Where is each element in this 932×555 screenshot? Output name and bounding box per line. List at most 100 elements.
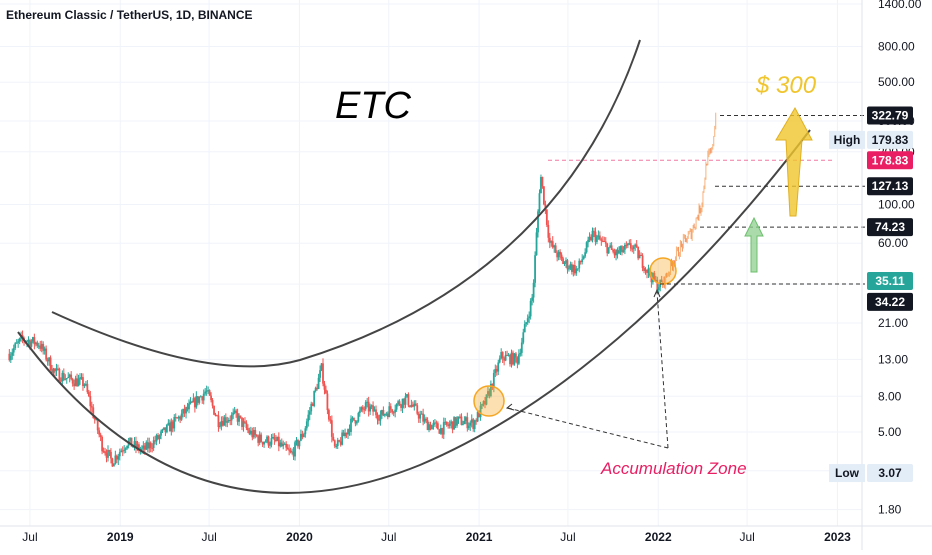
level-value-box — [867, 130, 913, 149]
y-tick-label: 500.00 — [878, 75, 915, 89]
candle-body — [307, 414, 310, 422]
candle-body — [581, 259, 584, 263]
level-value-box — [867, 218, 913, 237]
candle-body — [34, 342, 37, 345]
candle-body — [11, 352, 14, 356]
candle-body — [176, 417, 179, 419]
candle-body — [314, 387, 317, 392]
candle-body — [618, 250, 620, 254]
candle-body — [323, 383, 326, 390]
candle-body — [335, 445, 338, 447]
candle-body — [61, 372, 64, 382]
candle-body — [129, 437, 131, 441]
price-level-label: 178.83 — [867, 151, 913, 170]
candle-body — [557, 251, 560, 258]
candle-body — [426, 420, 429, 431]
candle-body — [438, 429, 441, 434]
candle-body — [414, 403, 417, 406]
candle-body — [254, 430, 257, 435]
projection — [662, 112, 717, 290]
candle-body — [538, 193, 541, 212]
candle-body — [110, 451, 112, 459]
arrow-head — [505, 403, 515, 411]
candle-body — [469, 422, 472, 426]
candle-body — [286, 447, 289, 450]
candle-body — [244, 421, 246, 423]
candle-body — [512, 352, 514, 365]
candle-body — [613, 251, 616, 256]
candle-body — [401, 398, 404, 408]
candle-body — [273, 436, 276, 440]
candle-body — [26, 341, 28, 343]
candle-body — [345, 432, 348, 435]
candle-body — [540, 176, 542, 194]
candle-body — [441, 428, 444, 435]
candle-body — [576, 268, 579, 270]
candle-body — [55, 368, 58, 372]
candle-body — [183, 408, 186, 414]
candle-body — [507, 355, 510, 357]
candle-body — [48, 357, 50, 362]
candle-body — [42, 343, 45, 351]
candle-body — [289, 450, 292, 453]
candle-body — [208, 390, 211, 396]
candle-body — [123, 449, 126, 451]
ticker-annotation: ETC — [335, 85, 412, 127]
candle-body — [288, 449, 291, 451]
candle-body — [612, 249, 615, 252]
candle-body — [102, 451, 105, 453]
candle-body — [85, 383, 87, 385]
candle-body — [161, 429, 164, 432]
candle-body — [600, 239, 603, 241]
candle-body — [354, 420, 357, 424]
zone-annotation: Accumulation Zone — [600, 459, 747, 478]
candle-body — [185, 407, 187, 414]
candle-body — [403, 398, 405, 405]
candle-body — [629, 243, 632, 249]
candle-body — [432, 422, 435, 426]
candle-body — [625, 244, 628, 246]
zone-pointer-line — [507, 407, 669, 449]
candle-body — [269, 444, 271, 446]
candle-body — [93, 417, 96, 420]
candle-body — [416, 405, 419, 414]
yellow-up-arrow — [775, 106, 813, 217]
candle-body — [587, 239, 589, 243]
candle-body — [263, 441, 265, 445]
candle-body — [551, 241, 554, 248]
candle-body — [196, 396, 199, 403]
candle-body — [326, 393, 329, 411]
candle-body — [593, 230, 595, 232]
y-tick-label: 5.00 — [878, 425, 902, 439]
candle-body — [408, 405, 411, 407]
candle-body — [242, 421, 245, 427]
candle-body — [316, 387, 319, 390]
candle-body — [261, 441, 264, 445]
x-tick-label: Jul — [560, 530, 575, 544]
candle-body — [361, 407, 364, 410]
candle-body — [77, 379, 80, 387]
candle-body — [140, 448, 143, 450]
y-tick-label: 100.00 — [878, 197, 915, 211]
x-tick-label: Jul — [381, 530, 396, 544]
candle-body — [460, 416, 463, 425]
candle-body — [609, 245, 612, 248]
candle-body — [302, 434, 305, 438]
candle-body — [350, 418, 352, 432]
candle-body — [36, 342, 39, 346]
candle-body — [45, 348, 48, 360]
candle-body — [513, 353, 516, 365]
candle-body — [370, 405, 373, 407]
candle-body — [624, 244, 626, 250]
level-value-text: 179.83 — [872, 133, 909, 147]
candle-body — [450, 421, 453, 424]
candle-body — [635, 244, 638, 248]
candle-body — [37, 345, 40, 347]
candle-body — [233, 410, 236, 413]
candle-body — [272, 436, 274, 439]
y-tick-label: 1400.00 — [878, 0, 922, 11]
x-tick-label: Jul — [22, 530, 37, 544]
candle-body — [573, 265, 576, 274]
candle-body — [308, 411, 311, 415]
candle-body — [479, 405, 482, 418]
